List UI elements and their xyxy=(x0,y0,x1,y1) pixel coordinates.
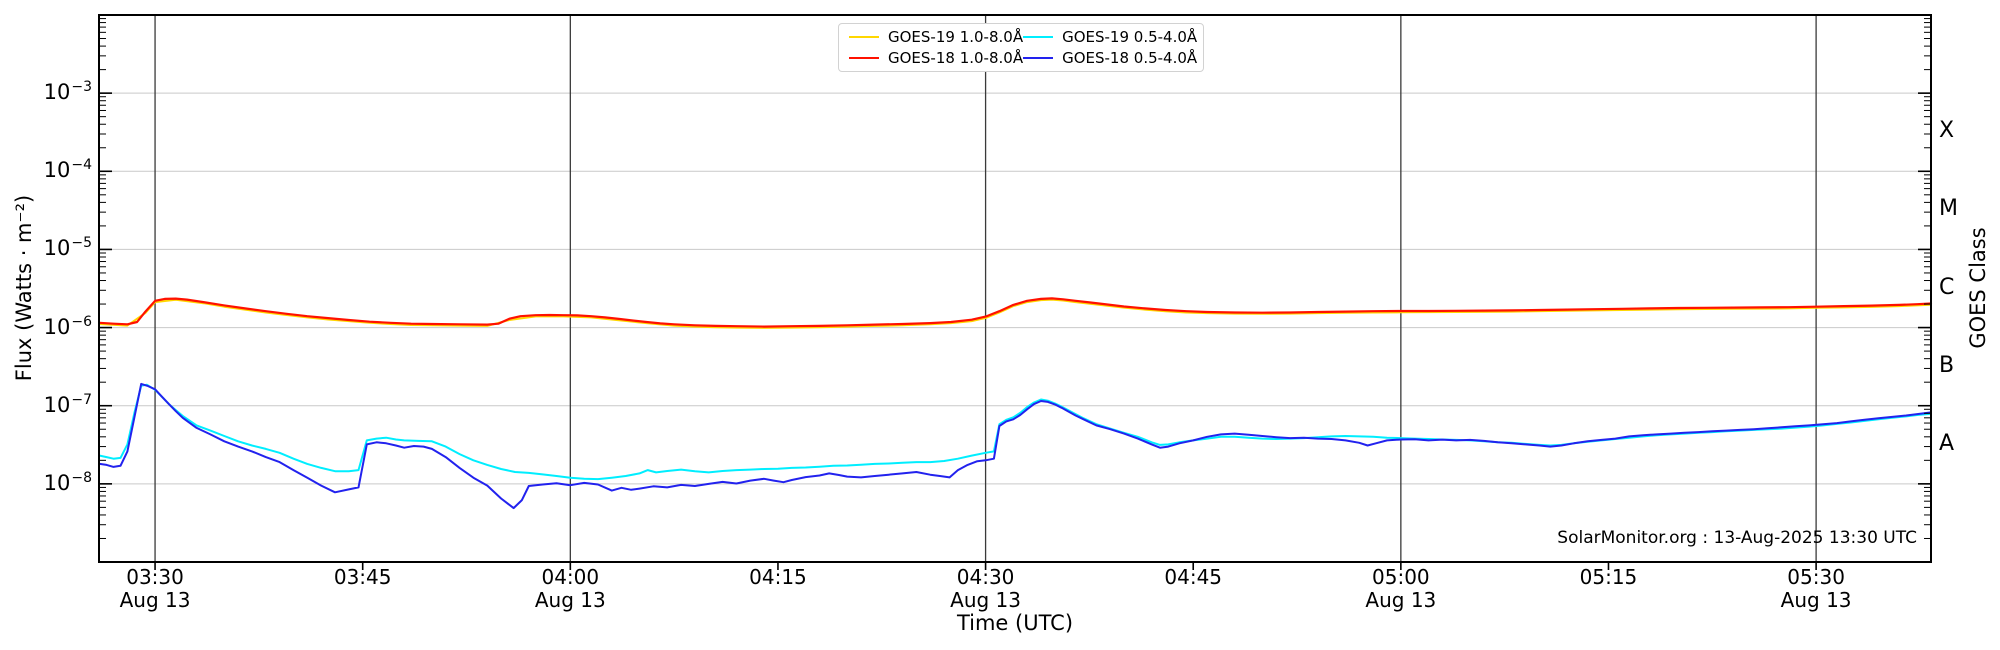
y-tick-label: 10−6 xyxy=(43,313,92,339)
goes-class-label-x: X xyxy=(1939,118,1955,144)
x-tick-label: 04:45 xyxy=(1164,565,1223,589)
plot-frame xyxy=(98,14,1932,563)
x-tick-label: 04:30 xyxy=(956,565,1015,589)
legend-label: GOES-19 1.0-8.0Å xyxy=(888,27,1024,46)
x-tick-label: 04:00 xyxy=(541,565,600,589)
legend-line-swatch xyxy=(849,57,879,60)
legend-item-2: GOES-19 0.5-4.0Å xyxy=(1023,28,1197,46)
right-axis-title: GOES Class xyxy=(1966,227,1990,349)
x-date-label: Aug 13 xyxy=(950,588,1021,612)
x-tick-label: 05:00 xyxy=(1372,565,1430,589)
legend-item-3: GOES-18 0.5-4.0Å xyxy=(1023,49,1197,67)
legend-label: GOES-18 0.5-4.0Å xyxy=(1062,49,1198,68)
solarmonitor-watermark: SolarMonitor.org : 13-Aug-2025 13:30 UTC xyxy=(1557,528,1917,548)
legend-item-1: GOES-18 1.0-8.0Å xyxy=(849,49,1023,67)
x-date-label: Aug 13 xyxy=(1365,588,1437,612)
x-tick-label: 04:15 xyxy=(749,565,807,589)
legend-line-swatch xyxy=(1023,57,1054,60)
legend-line-swatch xyxy=(849,35,879,38)
legend-item-0: GOES-19 1.0-8.0Å xyxy=(849,28,1023,46)
y-tick-label: 10−8 xyxy=(43,469,92,495)
y-axis-title: Flux (Watts · m⁻²) xyxy=(12,194,36,382)
goes-class-label-a: A xyxy=(1939,430,1955,456)
goes-class-label-m: M xyxy=(1939,196,1958,222)
series-line-1 xyxy=(98,297,1933,328)
series-line-2 xyxy=(98,383,1932,481)
x-date-label: Aug 13 xyxy=(1780,588,1852,612)
legend-line-swatch xyxy=(1023,35,1054,38)
x-tick-label: 05:15 xyxy=(1579,565,1638,589)
y-tick-label: 10−4 xyxy=(43,157,92,183)
legend-label: GOES-18 1.0-8.0Å xyxy=(888,49,1024,68)
y-tick-label: 10−7 xyxy=(43,391,92,417)
x-tick-label: 05:30 xyxy=(1787,565,1845,589)
x-tick-label: 03:30 xyxy=(126,565,184,589)
x-tick-label: 03:45 xyxy=(333,565,392,589)
y-tick-label: 10−5 xyxy=(43,235,92,261)
series-line-0 xyxy=(98,298,1932,329)
series-line-3 xyxy=(98,382,1932,510)
goes-class-label-b: B xyxy=(1939,352,1955,378)
y-tick-label: 10−3 xyxy=(43,79,92,105)
legend: GOES-19 1.0-8.0Å GOES-18 1.0-8.0Å GOES-19 … xyxy=(838,23,1204,72)
x-axis-title: Time (UTC) xyxy=(956,611,1074,635)
x-date-label: Aug 13 xyxy=(534,588,606,612)
x-date-label: Aug 13 xyxy=(119,588,191,612)
goes-class-label-c: C xyxy=(1939,274,1955,300)
legend-label: GOES-19 0.5-4.0Å xyxy=(1062,27,1198,46)
